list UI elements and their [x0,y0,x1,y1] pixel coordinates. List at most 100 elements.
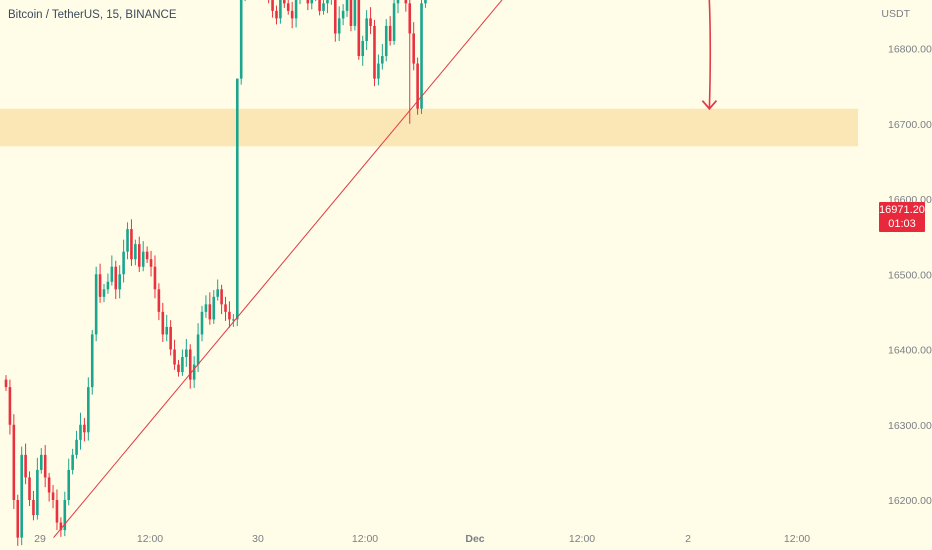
candle-body [353,0,357,26]
candle-body [59,522,63,531]
candle-body [122,251,125,275]
candle-body [157,289,161,312]
x-tick-label: 12:00 [784,533,810,545]
candle-body [212,296,216,320]
candle-body [326,0,329,4]
candle-body [196,334,200,365]
candle-body [283,0,286,4]
candle-body [373,25,376,79]
support-zone [0,108,858,147]
candle-body [388,25,392,41]
candle-body [337,18,341,34]
candle-body [310,0,314,4]
y-tick-label: 16200.00 [888,495,932,507]
y-tick-label: 16300.00 [888,420,932,432]
candle-body [141,251,145,267]
candle-body [75,439,78,455]
candle-body [161,311,165,335]
candle-body [114,266,118,290]
candle-body [204,304,208,312]
candle-body [36,469,39,516]
x-tick-label: 2 [685,533,691,545]
candle-body [220,289,223,305]
candle-body [345,0,349,11]
candle-body [110,266,114,282]
candle-body [192,364,196,380]
candle-body [55,500,59,523]
candle-body [279,0,282,19]
candle-body [188,349,192,380]
x-tick-label: Dec [465,533,484,545]
chart-title: Bitcoin / TetherUS, 15, BINANCE [8,9,177,21]
candle-body [79,424,82,440]
projection-arrowhead [701,100,718,111]
candle-body [239,0,243,79]
y-tick-label: 16800.00 [888,44,932,56]
y-tick-label: 16400.00 [888,345,932,357]
candle-body [412,33,415,64]
candle-body [396,0,400,4]
candle-body [43,454,47,478]
candle-body [102,289,106,297]
candle-body [90,334,94,388]
candle-body [377,63,380,79]
candle-body [286,3,290,11]
projection-arrow [708,0,711,109]
candle-body [32,500,35,516]
last-price-badge: 16971.20 01:03 [879,202,925,232]
candle-body [235,78,239,320]
candle-body [153,266,157,290]
candle-body [365,18,368,41]
candle-body [28,477,31,500]
candle-body [165,326,169,335]
candle-body [333,0,337,34]
x-tick-label: 12:00 [569,533,595,545]
y-tick-label: 16500.00 [888,269,932,281]
candle-body [208,304,212,320]
candle-body [126,229,129,252]
candle-body [408,3,412,34]
candle-body [322,3,325,11]
bar-countdown: 01:03 [888,218,916,230]
candle-body [51,492,55,500]
candle-body [424,0,427,4]
candle-body [134,244,137,260]
candle-body [392,3,396,41]
candle-body [384,25,388,57]
candle-body [8,387,12,425]
candle-body [369,18,372,26]
candle-body [39,454,43,470]
y-tick-label: 16700.00 [888,119,932,131]
candle-body [145,251,149,260]
last-price-value: 16971.20 [879,204,925,216]
candle-body [169,326,172,350]
candle-body [71,454,74,470]
candle-body [420,3,423,109]
candle-body [275,10,278,19]
x-tick-label: 30 [252,533,264,545]
candle-body [67,469,71,500]
candle-body [106,281,110,290]
candle-body [173,349,176,365]
candle-body [318,0,321,11]
candle-body [83,424,86,433]
candle-body [361,40,365,57]
candle-body [47,477,51,493]
candle-body [118,274,121,290]
candle-body [130,229,133,260]
candle-body [216,289,219,297]
candle-body [177,364,180,373]
x-tick-label: 29 [34,533,46,545]
candle-body [294,0,298,19]
lower-trendline [53,0,503,538]
candle-body [181,357,184,373]
candle-body [94,274,98,335]
candle-body [224,304,227,312]
candle-body [290,10,294,19]
candle-body [200,311,204,335]
candle-body [12,424,16,500]
candle-body [20,454,23,538]
candle-body [357,0,361,57]
